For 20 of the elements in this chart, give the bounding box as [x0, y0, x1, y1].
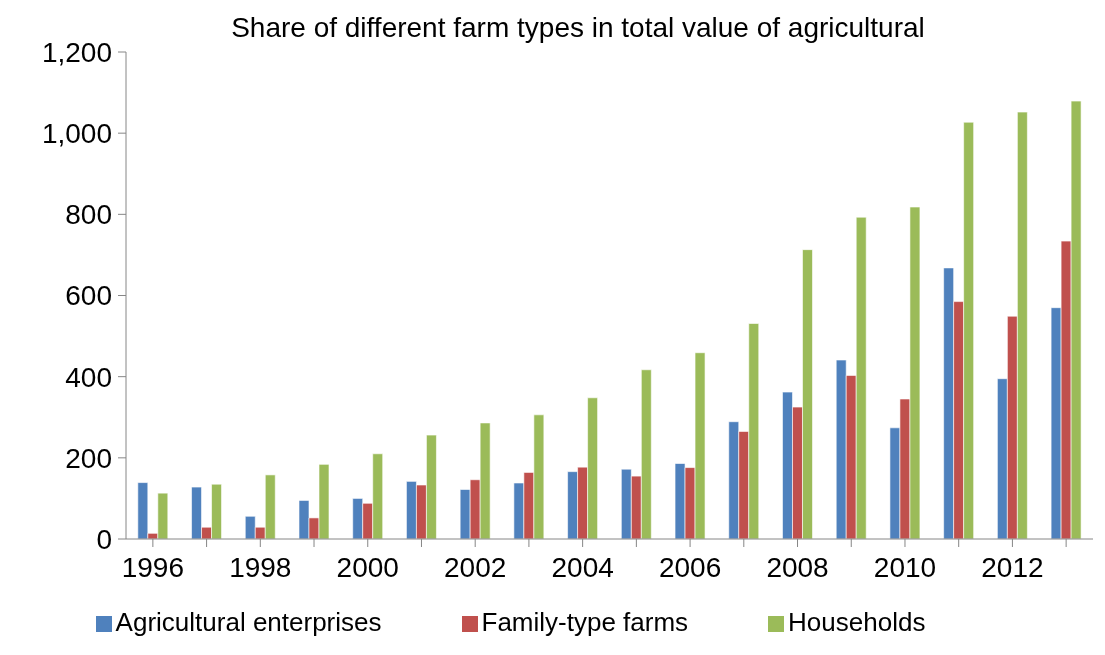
y-tick-label: 200	[65, 442, 112, 474]
y-tick-label: 1,200	[41, 36, 112, 68]
y-tick-label: 1,000	[41, 118, 112, 150]
x-tick-label: 2004	[551, 551, 614, 583]
y-tick-label: 600	[65, 280, 112, 312]
x-tick-label: 2002	[444, 551, 507, 583]
x-tick-label: 2000	[336, 551, 399, 583]
x-tick-label: 2010	[873, 551, 937, 583]
y-tick-label: 400	[65, 361, 112, 393]
x-tick-label: 2008	[766, 551, 829, 583]
x-tick-label: 2006	[658, 551, 722, 583]
x-tick-label: 2012	[981, 551, 1044, 583]
chart-title: Share of different farm types in total value of agricultural	[231, 12, 925, 43]
legend-label: Family-type farms	[481, 607, 689, 637]
x-tick-label: 1998	[229, 551, 292, 583]
legend-label: Agricultural enterprises	[115, 607, 382, 637]
legend-label: Households	[788, 607, 926, 637]
y-tick-label: 800	[65, 199, 112, 231]
x-tick-label: 1996	[121, 551, 185, 583]
y-tick-label: 0	[96, 523, 112, 555]
